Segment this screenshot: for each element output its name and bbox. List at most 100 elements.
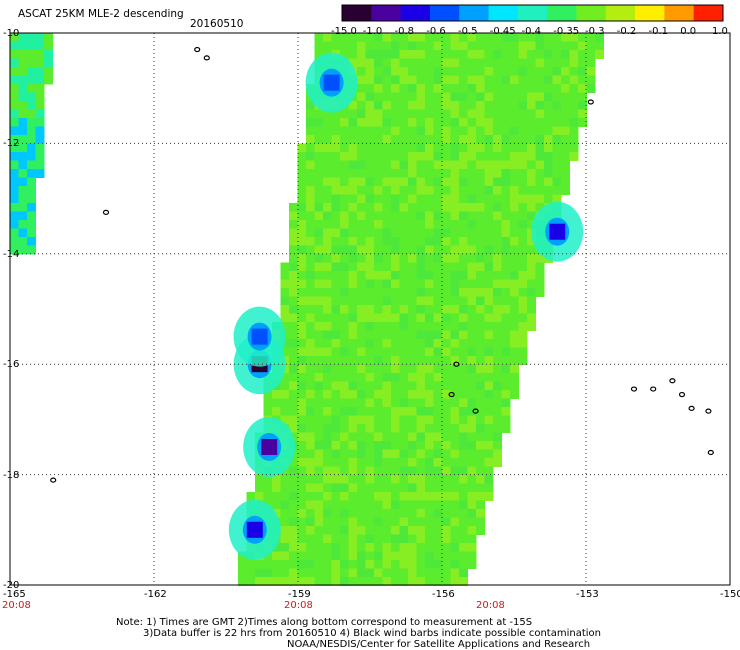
- swath-cell-left: [10, 92, 19, 102]
- swath-cell: [399, 254, 409, 263]
- swath-cell-left: [27, 118, 36, 127]
- swath-cell: [569, 101, 579, 110]
- swath-cell: [408, 288, 417, 297]
- lat-lon-grid: [10, 33, 730, 585]
- swath-cell: [484, 203, 494, 212]
- swath-cell: [314, 373, 324, 382]
- swath-cell: [357, 288, 366, 297]
- swath-cell: [484, 220, 494, 229]
- swath-cell: [518, 203, 528, 212]
- swath-cell: [374, 143, 383, 153]
- swath-cell: [314, 577, 324, 586]
- swath-cell: [357, 424, 366, 433]
- swath-cell: [306, 543, 315, 552]
- swath-cell: [433, 390, 443, 399]
- swath-cell: [399, 458, 409, 467]
- swath-cell: [476, 373, 485, 382]
- swath-cell: [408, 560, 417, 569]
- satellite-swath: [10, 33, 604, 586]
- swath-cell: [382, 356, 392, 365]
- swath-cell-left: [27, 237, 36, 246]
- swath-cell: [382, 169, 392, 178]
- swath-cell: [467, 330, 477, 340]
- swath-cell: [459, 50, 468, 59]
- swath-cell: [374, 347, 383, 357]
- swath-cell: [314, 41, 324, 51]
- swath-cell: [357, 415, 366, 425]
- swath-cell: [399, 483, 409, 493]
- swath-cell: [306, 407, 315, 416]
- swath-cell: [408, 313, 417, 323]
- swath-cell: [425, 220, 434, 229]
- swath-cell: [408, 339, 417, 348]
- swath-cell: [348, 322, 358, 331]
- swath-cell: [297, 288, 307, 297]
- low-value-core: [549, 223, 566, 240]
- swath-cell: [399, 33, 409, 42]
- swath-cell: [357, 432, 366, 442]
- swath-cell: [340, 305, 349, 314]
- swath-cell: [340, 551, 349, 561]
- swath-cell: [272, 492, 281, 501]
- swath-cell: [450, 160, 460, 170]
- swath-cell: [289, 390, 298, 399]
- swath-cell: [399, 67, 409, 76]
- swath-cell: [306, 330, 315, 340]
- swath-cell: [433, 517, 443, 527]
- swath-cell: [544, 67, 553, 76]
- swath-cell: [365, 220, 375, 229]
- swath-cell: [399, 330, 409, 340]
- swath-cell: [442, 160, 451, 170]
- swath-cell: [408, 483, 417, 493]
- swath-cell: [314, 50, 324, 59]
- swath-cell: [450, 33, 460, 42]
- swath-cell: [331, 194, 341, 204]
- swath-cell-left: [27, 152, 36, 161]
- swath-cell: [450, 109, 460, 119]
- swath-cell: [518, 109, 528, 119]
- swath-cell: [357, 152, 366, 161]
- swath-cell: [425, 271, 434, 280]
- swath-cell: [527, 177, 536, 187]
- swath-cell: [433, 75, 443, 85]
- swath-cell-left: [27, 211, 36, 221]
- swath-cell: [357, 390, 366, 399]
- swath-cell: [323, 245, 332, 255]
- swath-cell: [569, 92, 579, 102]
- swath-cell: [578, 92, 587, 102]
- swath-cell: [476, 432, 485, 442]
- swath-cell: [459, 245, 468, 255]
- swath-cell: [459, 118, 468, 127]
- swath-cell: [374, 220, 383, 229]
- island-outline: [50, 477, 57, 483]
- swath-cell: [501, 92, 511, 102]
- swath-cell: [365, 492, 375, 501]
- swath-cell: [314, 347, 324, 357]
- swath-cell: [323, 279, 332, 289]
- swath-cell: [340, 466, 349, 476]
- swath-cell: [425, 313, 434, 323]
- swath-cell: [357, 330, 366, 340]
- swath-cell: [314, 356, 324, 365]
- swath-cell-left: [18, 41, 28, 51]
- swath-cell: [408, 101, 417, 110]
- swath-cell: [459, 560, 468, 569]
- swath-cell: [586, 41, 596, 51]
- swath-cell: [561, 109, 570, 119]
- swath-cell: [306, 339, 315, 348]
- swath-cell: [450, 509, 460, 518]
- swath-cell: [374, 92, 383, 102]
- swath-cell: [476, 33, 485, 42]
- swath-cell: [314, 568, 324, 578]
- swath-cell: [340, 398, 349, 408]
- swath-cell: [391, 288, 400, 297]
- swath-cell: [323, 330, 332, 340]
- swath-cell: [391, 186, 400, 195]
- swath-cell: [399, 526, 409, 535]
- swath-cell: [510, 237, 519, 246]
- swath-cell: [476, 271, 485, 280]
- swath-cell: [382, 135, 392, 144]
- swath-cell: [297, 381, 307, 391]
- swath-cell: [552, 143, 562, 153]
- swath-cell: [306, 194, 315, 204]
